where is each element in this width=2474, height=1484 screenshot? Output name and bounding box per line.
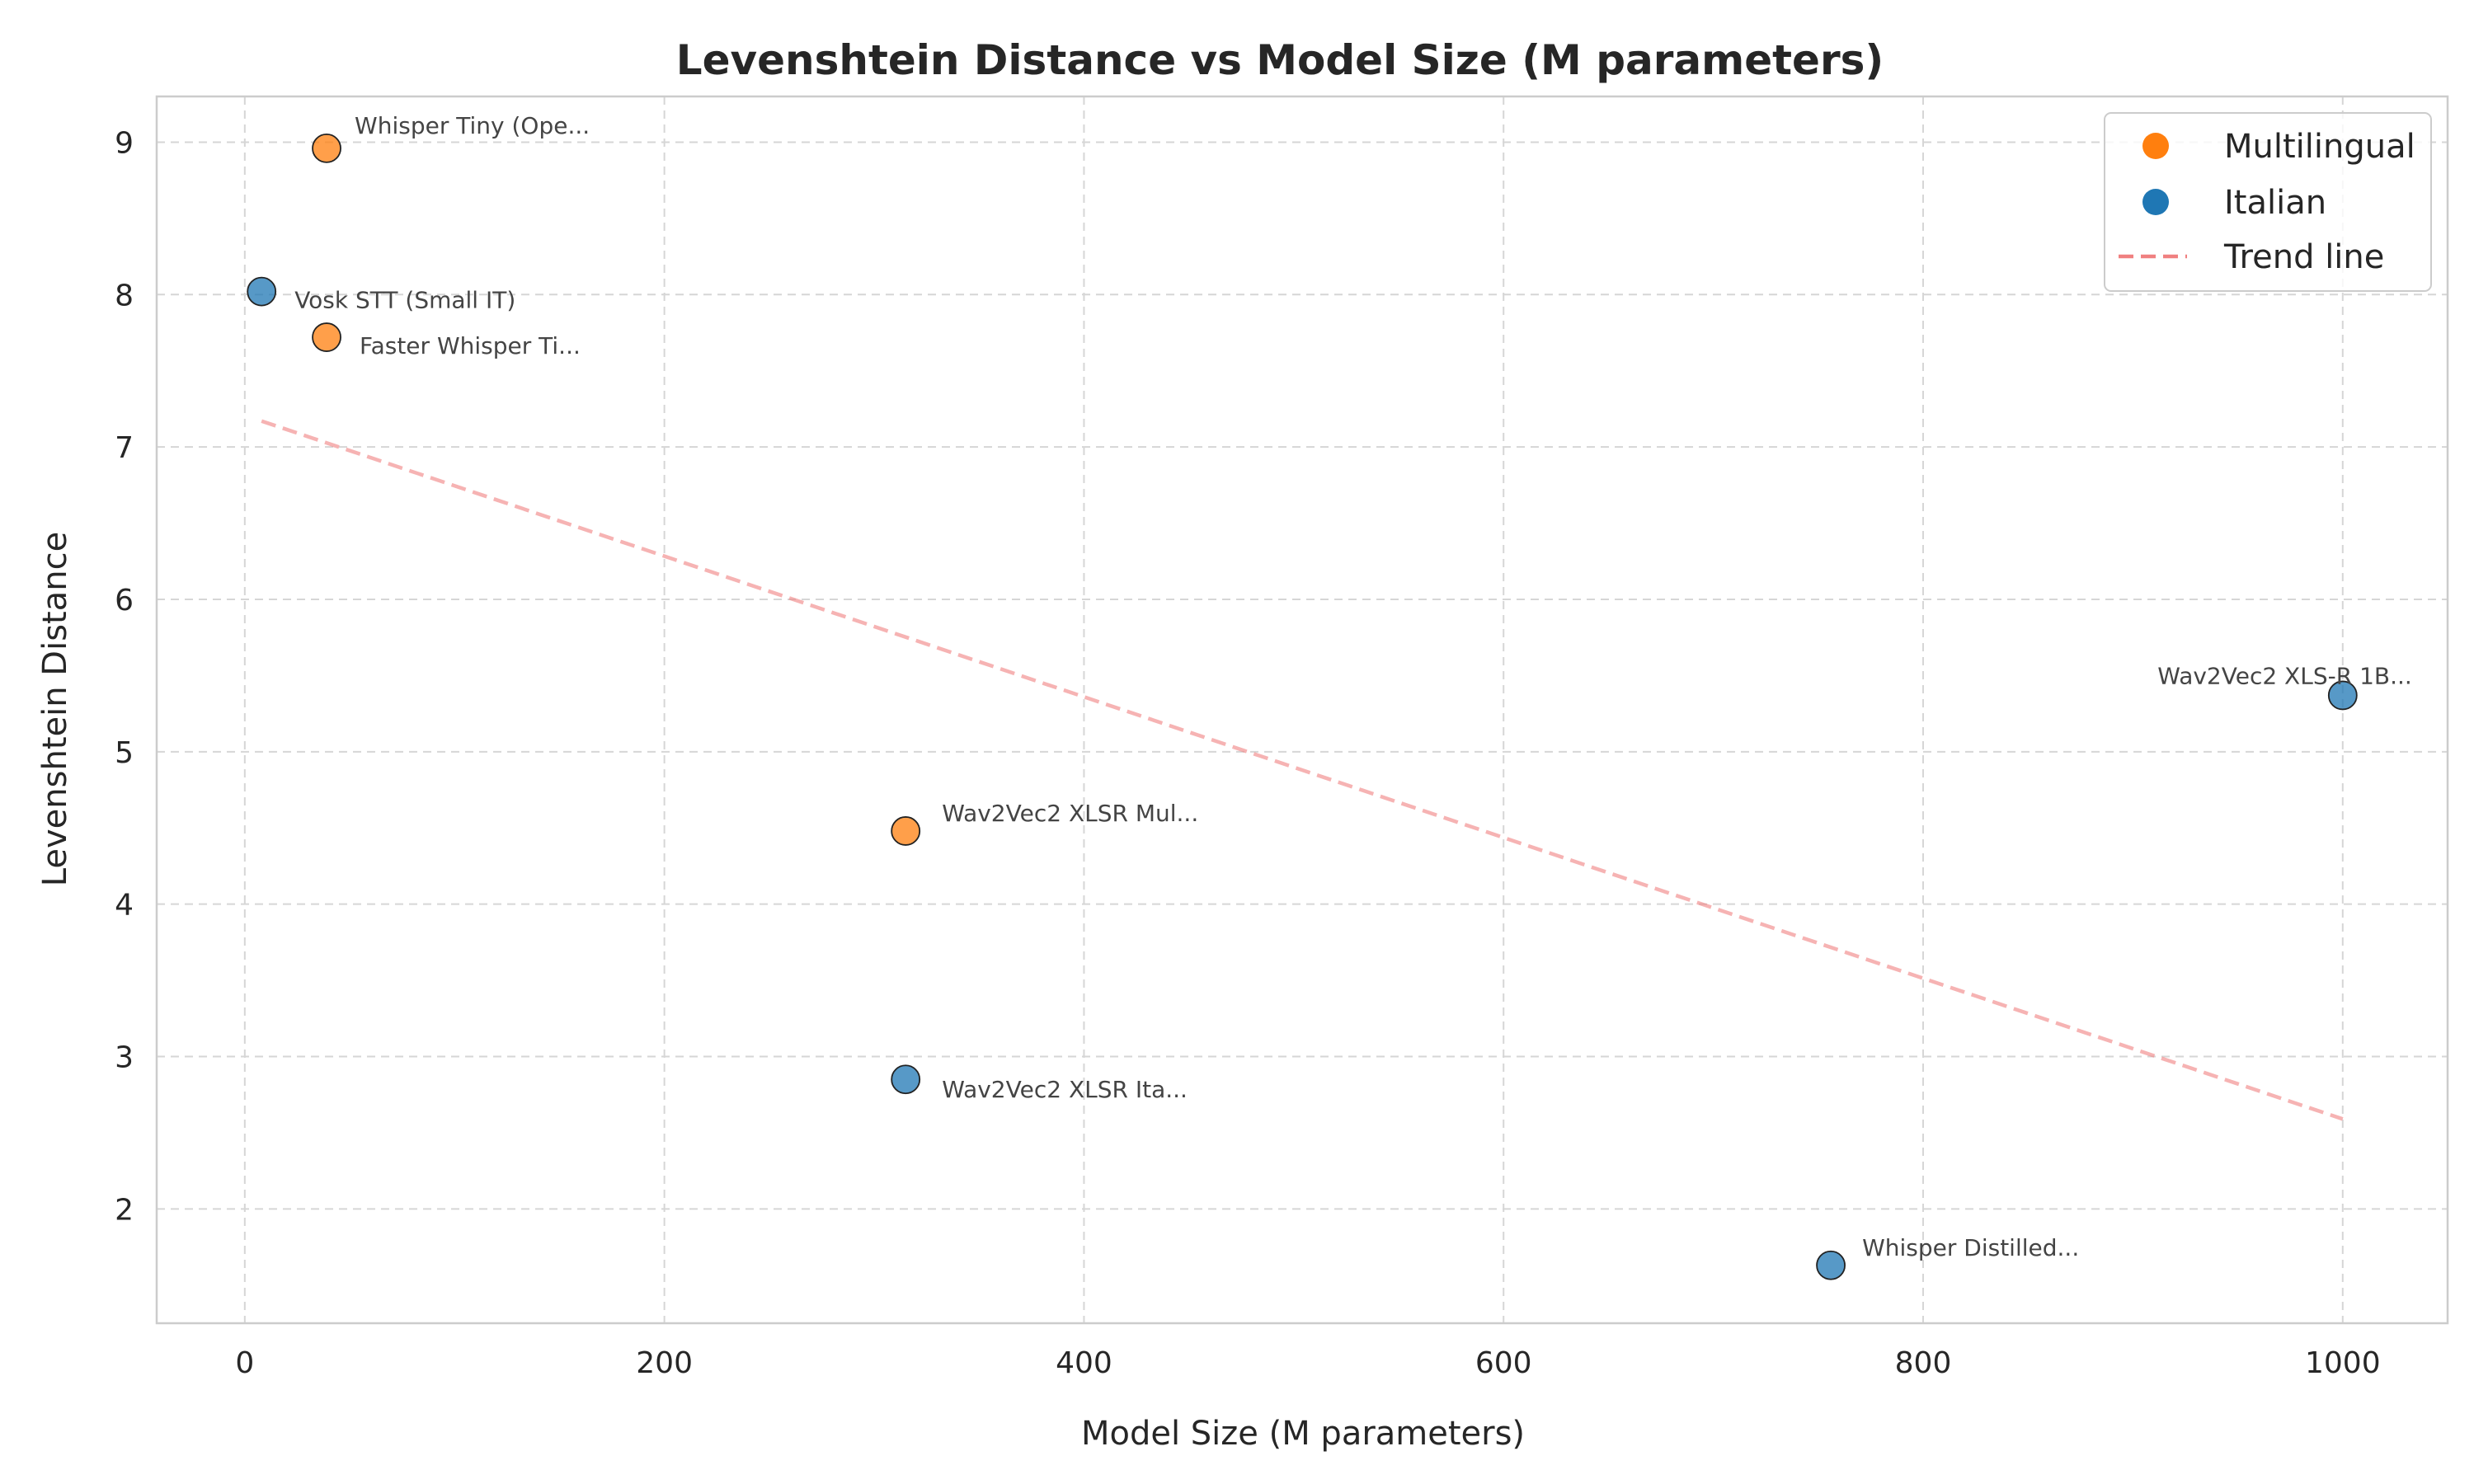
data-point	[312, 133, 341, 163]
data-points	[247, 133, 2358, 1280]
x-tick-label: 600	[1475, 1346, 1532, 1380]
trend-line-layer	[261, 419, 2344, 1121]
point-labels: Whisper Tiny (Ope... Faster Whisper Ti...…	[294, 112, 2412, 1261]
point-label: Wav2Vec2 XLSR Mul...	[942, 800, 1198, 827]
data-point	[312, 322, 341, 352]
x-axis-label: Model Size (M parameters)	[1081, 1415, 1525, 1453]
legend-marker-italian	[2142, 189, 2169, 215]
y-tick-label: 8	[115, 279, 134, 312]
chart-title: Levenshtein Distance vs Model Size (M pa…	[676, 36, 1884, 84]
data-point	[247, 276, 277, 307]
y-tick-label: 7	[115, 431, 134, 465]
data-point	[891, 1064, 921, 1095]
y-tick-label: 9	[115, 126, 134, 160]
tick-labels: 0 200 400 600 800 1000 2 3 4 5 6 7 8 9	[115, 126, 2381, 1380]
point-label: Vosk STT (Small IT)	[294, 287, 515, 314]
point-label: Wav2Vec2 XLSR Ita...	[942, 1076, 1188, 1103]
data-point	[891, 816, 921, 846]
y-tick-label: 2	[115, 1193, 134, 1227]
trend-line	[261, 419, 2344, 1121]
legend-label-trend-line: Trend line	[2223, 238, 2384, 276]
plot-frame	[155, 95, 2449, 1325]
legend-marker-multilingual	[2142, 133, 2169, 159]
x-tick-label: 200	[636, 1346, 693, 1380]
legend: Multilingual Italian Trend line	[2104, 112, 2432, 292]
legend-label-multilingual: Multilingual	[2224, 128, 2415, 166]
x-tick-label: 400	[1056, 1346, 1112, 1380]
y-tick-label: 5	[115, 736, 134, 770]
x-tick-label: 1000	[2305, 1346, 2381, 1380]
grid	[157, 96, 2448, 1323]
data-point	[2327, 680, 2358, 711]
x-tick-label: 0	[235, 1346, 254, 1380]
y-tick-label: 6	[115, 584, 134, 618]
legend-box	[2104, 112, 2432, 292]
point-label: Faster Whisper Ti...	[360, 332, 581, 359]
legend-label-italian: Italian	[2224, 184, 2326, 222]
y-axis-label: Levenshtein Distance	[36, 532, 74, 886]
point-label: Whisper Distilled...	[1862, 1234, 2079, 1261]
data-point	[1816, 1250, 1846, 1280]
y-tick-label: 3	[115, 1041, 134, 1075]
x-tick-label: 800	[1895, 1346, 1952, 1380]
y-tick-label: 4	[115, 889, 134, 923]
point-label: Whisper Tiny (Ope...	[355, 112, 590, 139]
point-label: Wav2Vec2 XLS-R 1B...	[2157, 662, 2412, 689]
